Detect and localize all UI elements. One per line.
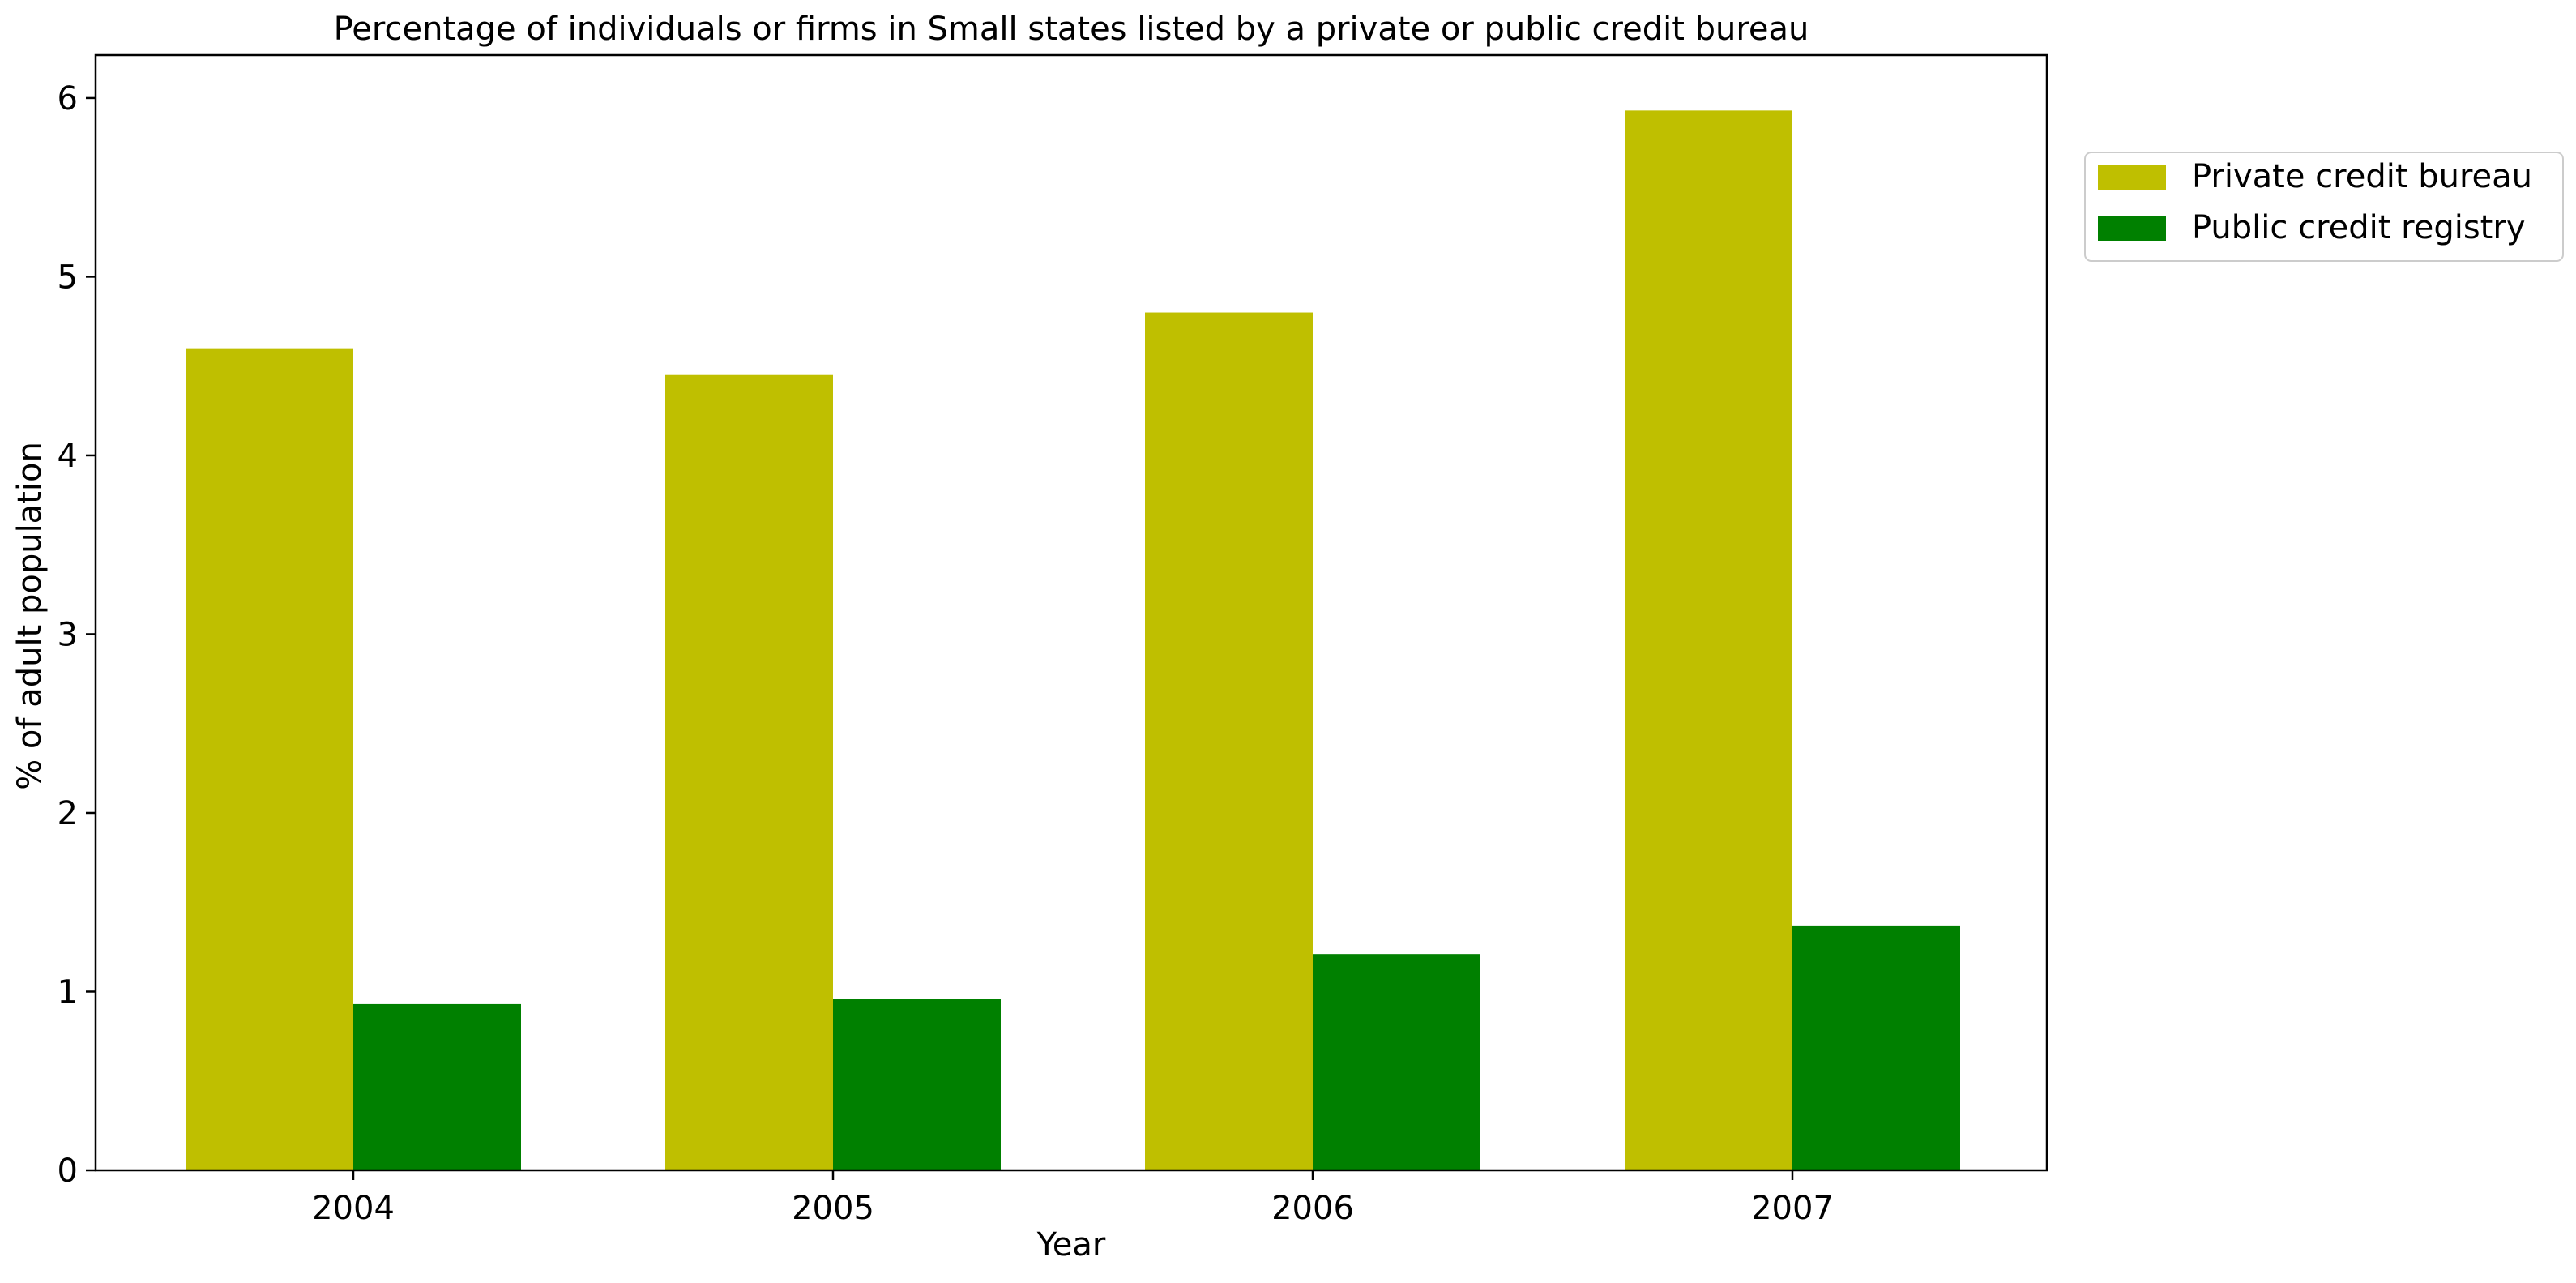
bar-private-2006 (1145, 312, 1313, 1170)
y-axis-label: % of adult population (11, 442, 49, 790)
legend-label: Private credit bureau (2192, 158, 2532, 195)
x-axis-ticks: 2004 2005 2006 2007 (312, 1170, 1834, 1227)
legend-label: Public credit registry (2192, 209, 2525, 246)
bar-public-2006 (1313, 954, 1480, 1170)
x-tick-label: 2007 (1751, 1190, 1834, 1227)
legend-swatch (2098, 165, 2166, 190)
y-tick-label: 3 (58, 616, 78, 653)
y-tick-label: 5 (58, 259, 78, 296)
x-axis-label: Year (1036, 1226, 1106, 1264)
bar-public-2005 (833, 999, 1001, 1170)
y-tick-label: 6 (58, 80, 78, 118)
bar-public-2007 (1792, 925, 1960, 1170)
legend: Private credit bureau Public credit regis… (2084, 152, 2564, 262)
x-tick-label: 2004 (312, 1190, 395, 1227)
legend-frame (2084, 152, 2564, 262)
bar-private-2007 (1625, 110, 1792, 1170)
chart-title: Percentage of individuals or firms in Sm… (334, 11, 1809, 48)
legend-swatch (2098, 216, 2166, 241)
plot-frame (94, 53, 2048, 1172)
y-tick-label: 2 (58, 795, 78, 832)
bars-layer (186, 110, 1960, 1171)
bar-public-2004 (353, 1003, 521, 1170)
y-axis-ticks: 0 1 2 3 4 5 6 (58, 80, 96, 1190)
x-tick-label: 2005 (792, 1190, 874, 1227)
y-tick-label: 4 (58, 438, 78, 475)
y-tick-label: 1 (58, 973, 78, 1011)
y-tick-label: 0 (58, 1153, 78, 1190)
x-tick-label: 2006 (1271, 1190, 1354, 1227)
bar-private-2005 (665, 374, 833, 1170)
legend-items: Private credit bureau Public credit regis… (2098, 158, 2532, 246)
bar-private-2004 (186, 348, 353, 1171)
